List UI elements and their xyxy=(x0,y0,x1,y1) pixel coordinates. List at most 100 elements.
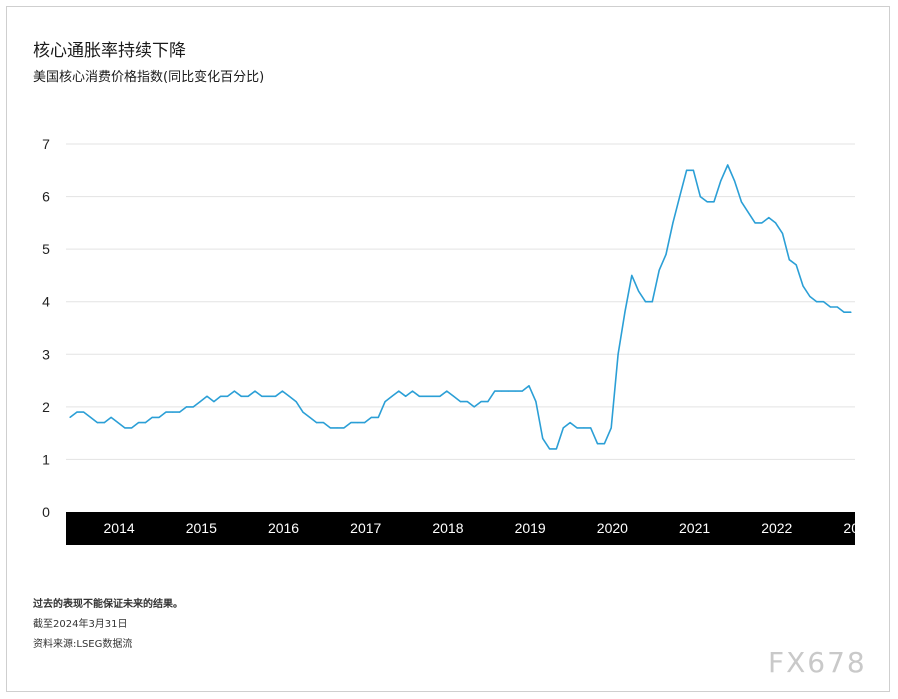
data-point xyxy=(631,274,633,277)
y-tick-label: 0 xyxy=(42,504,50,520)
data-point xyxy=(281,390,283,392)
data-point xyxy=(185,406,188,408)
data-point xyxy=(459,401,462,403)
data-point xyxy=(398,390,400,392)
data-point xyxy=(809,295,811,298)
source-text: 资料来源:LSEG数据流 xyxy=(33,639,133,650)
data-point xyxy=(761,222,763,224)
data-point xyxy=(672,222,674,224)
data-point xyxy=(213,401,215,403)
chart-title: 核心通胀率持续下降 xyxy=(33,41,186,61)
data-point xyxy=(446,390,448,392)
data-point xyxy=(274,395,277,397)
y-tick-label: 5 xyxy=(42,241,50,257)
data-point xyxy=(83,411,85,413)
data-point xyxy=(850,311,852,313)
data-point xyxy=(802,285,804,287)
x-tick-label: 2021 xyxy=(679,520,710,536)
data-point xyxy=(610,427,612,429)
data-point xyxy=(494,390,496,392)
y-tick-label: 3 xyxy=(42,346,50,362)
data-point xyxy=(624,311,626,313)
data-point xyxy=(699,195,701,198)
data-point xyxy=(144,422,146,424)
data-point xyxy=(576,427,578,429)
data-point xyxy=(103,422,105,424)
data-point xyxy=(261,395,263,397)
data-point xyxy=(679,195,681,198)
data-point xyxy=(453,395,455,397)
data-point xyxy=(131,427,133,429)
data-point xyxy=(665,253,667,255)
data-point xyxy=(124,427,126,429)
data-point xyxy=(816,301,818,303)
data-point xyxy=(240,395,242,397)
data-point xyxy=(336,427,338,429)
data-point xyxy=(172,411,174,413)
data-point xyxy=(466,401,468,403)
data-point xyxy=(247,395,249,397)
data-point xyxy=(795,264,797,266)
data-point xyxy=(233,390,236,392)
x-tick-label: 2019 xyxy=(515,520,546,536)
data-point xyxy=(316,422,318,424)
y-tick-label: 4 xyxy=(42,294,50,310)
data-point xyxy=(507,390,510,392)
data-point xyxy=(76,411,78,413)
as-of-text: 截至2024年3月31日 xyxy=(33,619,128,630)
data-point xyxy=(781,232,784,234)
data-point xyxy=(727,164,729,166)
data-point xyxy=(179,411,181,413)
data-point xyxy=(322,422,325,424)
data-point xyxy=(487,401,489,403)
data-point xyxy=(226,395,229,397)
x-axis-ticks: 2014 2015 2016 2017 2018 2019 2020 2021 2022 2023 xyxy=(104,520,875,536)
data-point xyxy=(295,401,297,403)
data-point xyxy=(788,259,790,261)
data-point xyxy=(302,411,304,413)
data-point xyxy=(720,180,722,182)
x-tick-label: 2014 xyxy=(104,520,135,536)
disclaimer-text: 过去的表现不能保证未来的结果。 xyxy=(33,599,183,610)
data-point xyxy=(405,395,407,397)
x-tick-label: 2017 xyxy=(350,520,381,536)
data-point xyxy=(480,401,482,403)
data-point xyxy=(384,401,386,403)
y-tick-label: 2 xyxy=(42,399,50,415)
data-point xyxy=(117,422,119,424)
data-point xyxy=(644,301,647,303)
data-point xyxy=(151,416,153,418)
series-line xyxy=(69,164,851,450)
data-point xyxy=(110,416,112,418)
chart-frame xyxy=(6,6,890,692)
data-point xyxy=(740,201,742,203)
data-point xyxy=(535,401,537,403)
data-point xyxy=(603,443,605,445)
y-tick-label: 1 xyxy=(42,451,50,467)
data-point xyxy=(692,169,695,171)
data-point xyxy=(206,395,208,397)
data-point xyxy=(89,416,92,418)
data-point xyxy=(350,422,352,424)
x-tick-label: 2016 xyxy=(268,520,299,536)
data-point xyxy=(555,448,558,450)
grid-lines xyxy=(66,143,855,460)
y-tick-label: 7 xyxy=(42,136,50,152)
data-point xyxy=(617,353,619,355)
data-point xyxy=(363,422,366,424)
data-point xyxy=(501,390,503,392)
data-point xyxy=(768,217,770,219)
data-point xyxy=(96,422,99,424)
data-point xyxy=(370,416,373,418)
data-point xyxy=(473,406,475,408)
data-point xyxy=(638,290,640,292)
x-tick-label: 2015 xyxy=(186,520,217,536)
data-point xyxy=(713,201,715,203)
chart-subtitle: 美国核心消费价格指数(同比变化百分比) xyxy=(33,70,265,85)
data-point xyxy=(343,427,345,429)
data-point xyxy=(548,448,551,450)
data-point xyxy=(596,443,599,445)
x-tick-label: 2023 xyxy=(843,520,874,536)
watermark-logo: FX678 xyxy=(768,646,867,679)
